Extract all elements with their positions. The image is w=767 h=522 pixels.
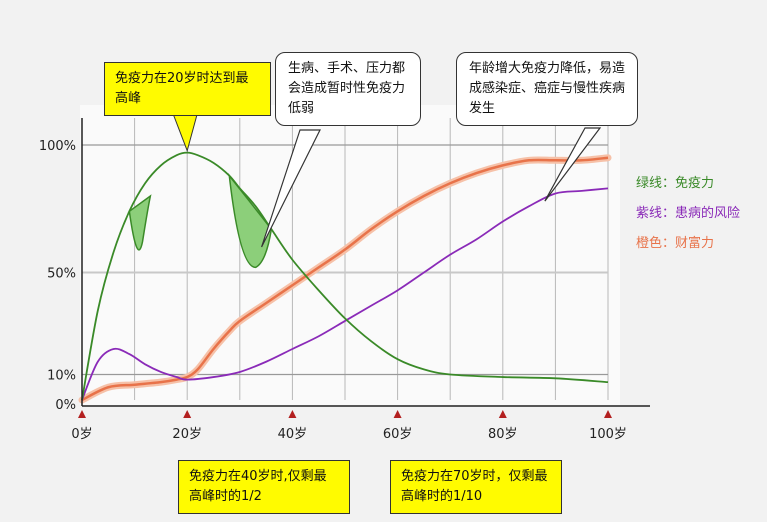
legend-wealth: 橙色：财富力 bbox=[636, 236, 715, 251]
x-tick-label: 0岁 bbox=[71, 427, 92, 442]
x-tick-marker bbox=[498, 410, 507, 418]
legend-disease-risk: 紫线：患病的风险 bbox=[636, 206, 741, 221]
x-tick-marker bbox=[183, 410, 192, 418]
pointer-aging bbox=[544, 127, 602, 202]
y-tick-label: 50% bbox=[47, 267, 76, 282]
series-lines bbox=[78, 151, 612, 404]
y-tick-label: 10% bbox=[47, 369, 76, 384]
callout-stress: 生病、手术、压力都会造成暂时性免疫力低弱 bbox=[275, 52, 421, 126]
legend-immunity: 绿线：免疫力 bbox=[636, 176, 715, 191]
series-disease-risk bbox=[81, 187, 609, 401]
x-tick-label: 80岁 bbox=[488, 427, 518, 442]
immunity-dip-early bbox=[128, 194, 152, 251]
x-tick-label: 40岁 bbox=[278, 427, 308, 442]
callout-aging: 年龄增大免疫力降低，易造成感染症、癌症与慢性疾病发生 bbox=[456, 52, 638, 126]
plot-area bbox=[80, 105, 620, 405]
callout-age40: 免疫力在40岁时,仅剩最高峰时的1/2 bbox=[178, 460, 350, 514]
pointer-stress bbox=[261, 129, 321, 248]
x-tick-label: 100岁 bbox=[589, 427, 627, 442]
x-tick-marker bbox=[393, 410, 402, 418]
immunity-dips bbox=[128, 173, 273, 269]
x-tick-marker bbox=[288, 410, 297, 418]
y-tick-label: 100% bbox=[39, 139, 76, 154]
y-tick-label: 0% bbox=[55, 398, 76, 413]
callout-pointers bbox=[171, 110, 602, 248]
x-tick-marker bbox=[604, 410, 612, 418]
immunity-dip-illness bbox=[228, 173, 273, 269]
axes: 100% 50% 10% 0% 0岁 20岁 40岁 60岁 80岁 100岁 bbox=[39, 118, 650, 442]
x-tick-marker bbox=[78, 410, 86, 418]
x-tick-label: 60岁 bbox=[383, 427, 413, 442]
series-immunity bbox=[81, 151, 609, 401]
callout-age70: 免疫力在70岁时，仅剩最高峰时的1/10 bbox=[390, 460, 562, 514]
x-tick-label: 20岁 bbox=[172, 427, 202, 442]
callout-peak: 免疫力在20岁时达到最高峰 bbox=[104, 62, 271, 116]
